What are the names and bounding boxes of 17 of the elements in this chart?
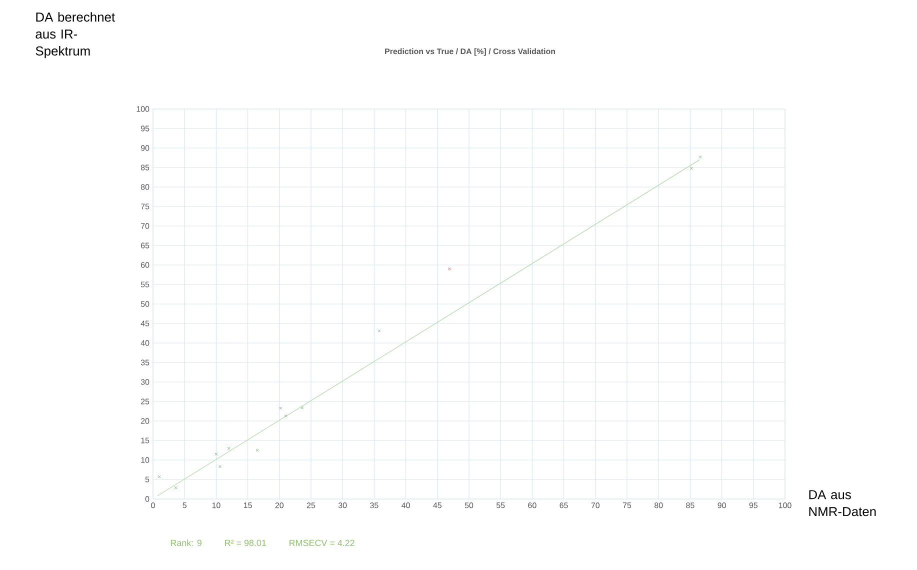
point (698, 156, 702, 158)
y-axis-title: DA berechnet aus IR-Spektrum (36, 12, 115, 58)
point (218, 465, 222, 468)
text: R² = 98.01 (225, 540, 266, 546)
point (174, 486, 178, 490)
point (378, 329, 381, 332)
text: Rank: 9 (170, 540, 202, 546)
point (690, 166, 693, 170)
point (300, 406, 304, 410)
text: RMSECV = 4.22 (290, 540, 354, 546)
point (158, 475, 161, 478)
point (214, 452, 218, 456)
point (227, 446, 230, 450)
x-axis-title: DA aus NMR-Daten (809, 490, 876, 516)
point (448, 267, 451, 270)
point (284, 414, 288, 418)
point (279, 406, 282, 410)
